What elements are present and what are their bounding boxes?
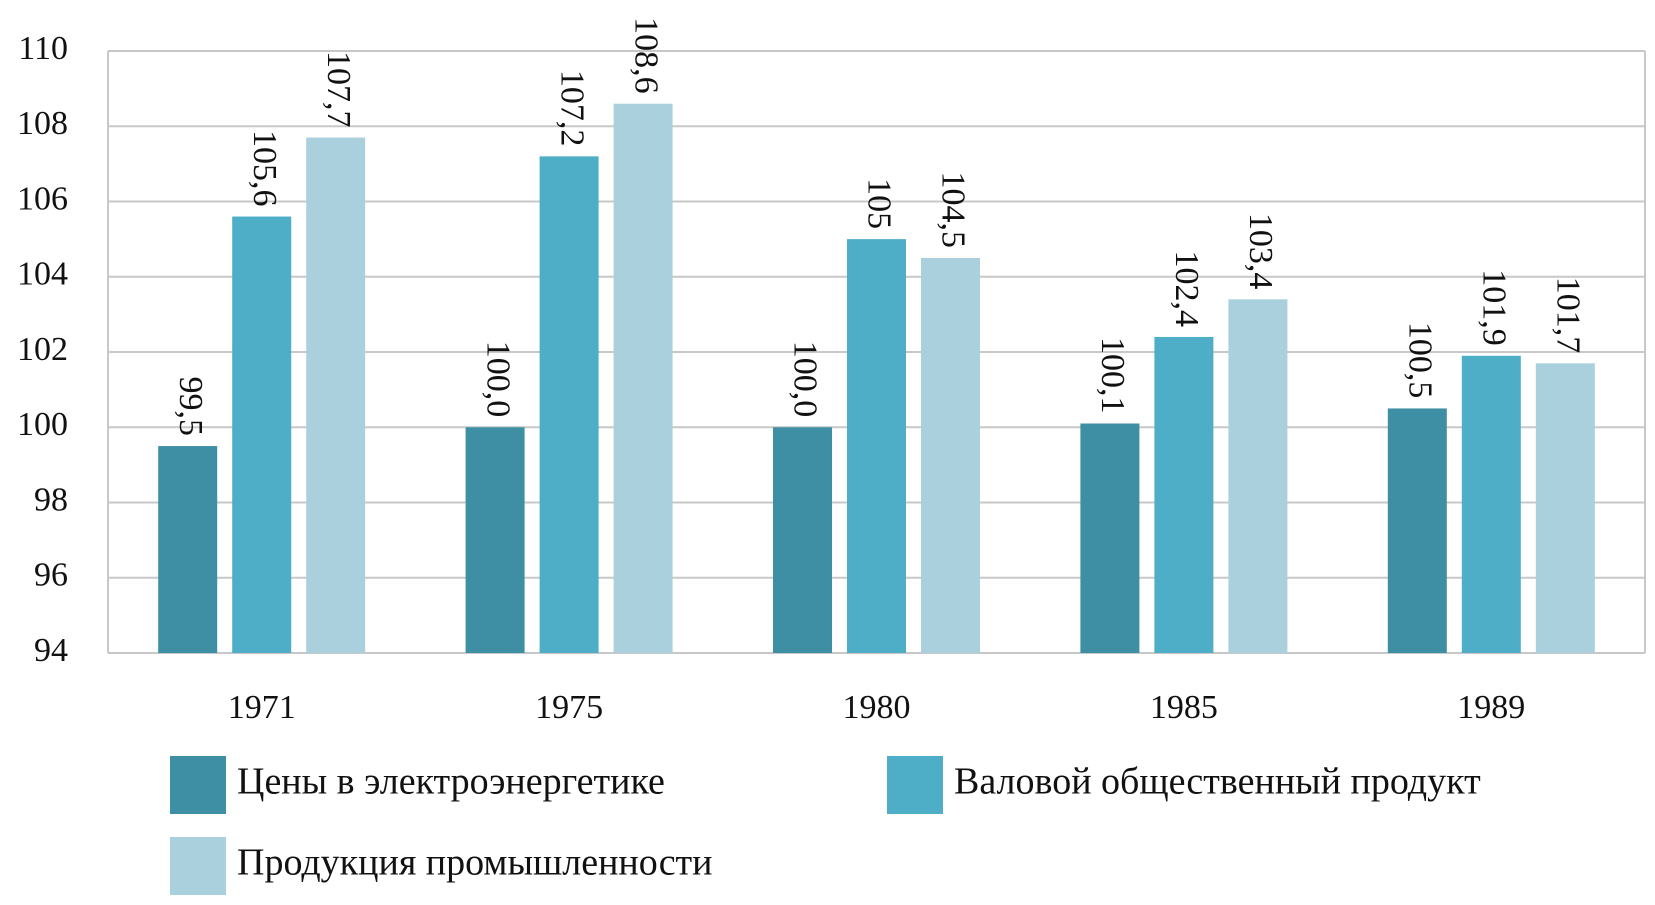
legend-label: Продукция промышленности (237, 842, 713, 884)
y-tick-label: 110 (18, 30, 68, 67)
y-tick-label: 102 (17, 331, 68, 368)
bar (1535, 363, 1595, 653)
legend-label: Валовой общественный продукт (954, 761, 1481, 803)
value-label: 105,6 (246, 130, 283, 207)
y-tick-label: 98 (34, 481, 68, 518)
value-label: 101,7 (1550, 277, 1587, 354)
bar (465, 427, 525, 653)
value-label: 107,2 (553, 70, 590, 147)
legend-swatch (170, 756, 226, 814)
bar (1387, 408, 1447, 653)
value-label: 102,4 (1168, 250, 1205, 327)
bar (232, 216, 292, 654)
bar (158, 446, 218, 653)
bar (1080, 423, 1140, 653)
y-tick-label: 106 (17, 180, 68, 217)
y-tick-label: 100 (17, 406, 68, 443)
value-label: 103,4 (1242, 213, 1279, 290)
legend-label: Цены в электроэнергетике (237, 761, 665, 803)
value-label: 100,0 (787, 341, 824, 418)
x-tick-label: 1989 (1457, 689, 1525, 726)
x-tick-label: 1975 (535, 689, 603, 726)
bar (921, 257, 980, 653)
bar (773, 427, 832, 653)
value-label: 100,5 (1402, 322, 1439, 399)
x-tick-label: 1985 (1150, 689, 1218, 726)
bar (1228, 299, 1288, 653)
legend-swatch (170, 837, 226, 895)
value-label: 108,6 (627, 17, 664, 94)
x-tick-label: 1971 (228, 689, 296, 726)
value-label: 107,7 (320, 51, 357, 128)
bar (1461, 355, 1521, 653)
bar (539, 156, 599, 653)
value-label: 105 (861, 178, 898, 229)
value-label: 101,9 (1476, 269, 1513, 346)
y-tick-label: 108 (17, 105, 68, 142)
y-tick-label: 94 (34, 632, 68, 669)
value-label: 99,5 (172, 377, 209, 437)
x-tick-label: 1980 (843, 689, 911, 726)
bar (306, 137, 366, 654)
y-tick-label: 96 (34, 557, 68, 594)
value-label: 104,5 (935, 171, 972, 248)
bar (1154, 336, 1214, 653)
value-label: 100,0 (479, 341, 516, 418)
legend-swatch (887, 756, 943, 814)
bar (847, 239, 906, 653)
bar (613, 103, 673, 654)
y-tick-label: 104 (17, 256, 68, 293)
value-label: 100,1 (1094, 337, 1131, 414)
